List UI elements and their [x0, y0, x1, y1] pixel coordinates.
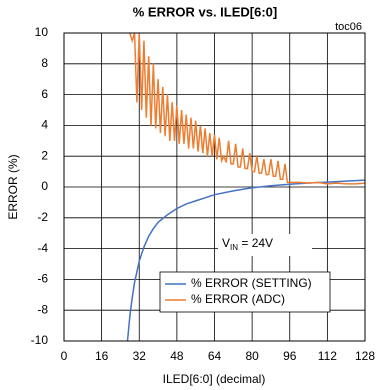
y-tick-label: 2	[41, 148, 48, 162]
legend-box	[159, 271, 331, 313]
x-tick-label: 48	[170, 349, 184, 363]
x-axis-label: ILED[6:0] (decimal)	[163, 372, 266, 386]
y-tick-label: 0	[41, 179, 48, 193]
x-tick-label: 96	[283, 349, 297, 363]
annotation-background	[218, 234, 312, 256]
x-tick-label: 112	[318, 349, 337, 363]
chart-tag: toc06	[335, 21, 362, 33]
annotation-text: V	[222, 236, 230, 250]
y-tick-label: -6	[37, 272, 48, 286]
plot-frame	[63, 32, 366, 342]
x-tick-label: 0	[61, 349, 68, 363]
y-tick-label: -4	[37, 241, 48, 255]
y-tick-label: -2	[37, 210, 48, 224]
legend-label: % ERROR (SETTING)	[191, 276, 312, 290]
legend-label: % ERROR (ADC)	[191, 292, 285, 306]
x-tick-label: 80	[245, 349, 259, 363]
y-tick-label: 10	[35, 25, 49, 39]
annotation: VIN = 24V	[222, 236, 273, 252]
x-tick-label: 64	[208, 349, 222, 363]
y-tick-label: 8	[41, 56, 48, 70]
y-tick-label: 4	[41, 118, 48, 132]
y-tick-label: 6	[41, 87, 48, 101]
series-line	[129, 33, 365, 185]
x-tick-label: 16	[95, 349, 109, 363]
y-tick-label: -8	[37, 302, 48, 316]
annotation-subscript: IN	[230, 243, 238, 252]
series-line	[126, 179, 365, 341]
plot-area	[126, 33, 365, 341]
y-tick-label: -10	[31, 333, 49, 347]
y-axis-label: ERROR (%)	[6, 154, 20, 219]
chart-title: % ERROR vs. ILED[6:0]	[133, 4, 277, 19]
annotation-suffix: = 24V	[238, 236, 273, 250]
x-tick-label: 128	[355, 349, 375, 363]
x-tick-label: 32	[133, 349, 147, 363]
